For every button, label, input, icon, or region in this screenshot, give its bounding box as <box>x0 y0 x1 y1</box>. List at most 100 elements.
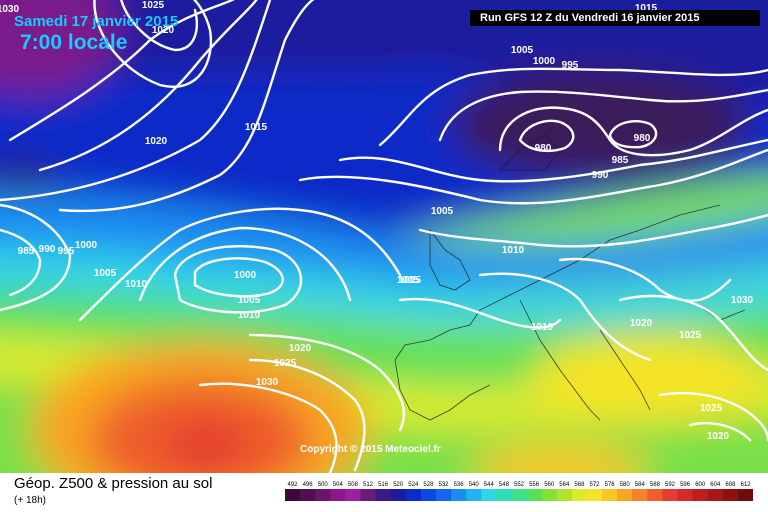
legend-footer: Géop. Z500 & pression au sol (+ 18h) 492… <box>0 473 768 512</box>
scale-swatch <box>737 489 753 501</box>
isobar-label: 1000 <box>75 240 98 251</box>
scale-swatch <box>556 489 573 501</box>
scale-label: 516 <box>378 482 389 488</box>
isobars <box>0 0 768 473</box>
isobar-label: 980 <box>535 143 552 154</box>
scale-label: 572 <box>589 482 600 488</box>
isobar-label: 1015 <box>245 122 268 133</box>
scale-label: 492 <box>287 482 298 488</box>
map-canvas: 1025 1030 1020 1015 1020 1005 1000 995 1… <box>0 0 768 473</box>
isobar-label: 1005 <box>431 206 454 217</box>
scale-label: 580 <box>620 482 631 488</box>
isobar-label: 1005 <box>238 295 261 306</box>
scale-label: 560 <box>544 482 555 488</box>
scale-label: 532 <box>438 482 449 488</box>
scale-label: 520 <box>393 482 404 488</box>
isobar-label: 1010 <box>125 279 148 290</box>
color-scale: 492 496 500 504 508 512 516 520 524 528 532 536 540 5… <box>285 482 753 501</box>
scale-label: 528 <box>423 482 434 488</box>
isobar-label: 1020 <box>707 431 730 442</box>
scale-label: 608 <box>725 482 736 488</box>
scale-swatch <box>602 489 618 501</box>
scale-swatch <box>360 489 377 501</box>
isobar-label: 985 <box>612 155 629 166</box>
scale-swatch <box>662 489 678 501</box>
scale-swatch <box>451 489 467 501</box>
forecast-time: 7:00 locale <box>20 31 128 54</box>
isobar-label: 1010 <box>502 245 525 256</box>
isobar-label: 1000 <box>234 270 257 281</box>
scale-label: 552 <box>514 482 525 488</box>
isobar-label: 1015 <box>397 275 420 286</box>
scale-swatch <box>722 489 739 501</box>
scale-swatch <box>571 489 588 501</box>
scale-swatch <box>420 489 437 501</box>
scale-swatch <box>511 489 528 501</box>
scale-swatch <box>541 489 558 501</box>
scale-label: 604 <box>710 482 721 488</box>
forecast-offset: (+ 18h) <box>14 495 46 506</box>
scale-swatch <box>315 489 331 501</box>
scale-swatch <box>632 489 648 501</box>
scale-swatch <box>707 489 724 501</box>
isobar-label: 980 <box>634 133 651 144</box>
scale-label: 544 <box>484 482 495 488</box>
isobar-label: 1030 <box>0 4 20 15</box>
scale-label: 588 <box>650 482 661 488</box>
isobar-labels: 1025 1030 1020 1015 1020 1005 1000 995 1… <box>0 0 754 442</box>
isobar-label: 1005 <box>94 268 117 279</box>
isobar-label: 1025 <box>274 358 297 369</box>
isobar-label: 1025 <box>700 403 723 414</box>
scale-label: 548 <box>499 482 510 488</box>
isobar-label: 990 <box>39 244 56 255</box>
scale-label: 564 <box>559 482 570 488</box>
scale-swatch <box>526 489 543 501</box>
scale-swatch <box>677 489 694 501</box>
isobar-label: 1010 <box>238 310 261 321</box>
isobar-label: 1025 <box>142 0 165 11</box>
scale-label: 496 <box>303 482 314 488</box>
model-run-label: Run GFS 12 Z du Vendredi 16 janvier 2015 <box>470 10 760 26</box>
scale-swatch <box>436 489 452 501</box>
isobar-label: 995 <box>562 60 579 71</box>
scale-label: 524 <box>408 482 419 488</box>
scale-swatch <box>586 489 603 501</box>
scale-swatch <box>617 489 633 501</box>
scale-label: 596 <box>680 482 691 488</box>
scale-swatch <box>285 489 301 501</box>
isobar-label: 1020 <box>145 136 168 147</box>
isobar-label: 1030 <box>256 377 279 388</box>
isobar-label: 1015 <box>635 3 658 14</box>
scale-label: 536 <box>454 482 465 488</box>
isobar-label: 1000 <box>533 56 556 67</box>
isobar-label: 1010 <box>531 322 554 333</box>
scale-label: 576 <box>605 482 616 488</box>
isobar-label: 1005 <box>511 45 534 56</box>
isobar-label: 985 <box>18 246 35 257</box>
isobar-label: 1025 <box>679 330 702 341</box>
weather-map: 1025 1030 1020 1015 1020 1005 1000 995 1… <box>0 0 768 473</box>
scale-swatch <box>466 489 482 501</box>
scale-label: 508 <box>348 482 359 488</box>
isobar-label: 1030 <box>731 295 754 306</box>
scale-label: 540 <box>469 482 480 488</box>
scale-swatch <box>405 489 422 501</box>
isobar-label: 990 <box>592 170 609 181</box>
scale-swatch <box>692 489 709 501</box>
isobar-label: 995 <box>58 246 75 257</box>
scale-swatch <box>647 489 663 501</box>
isobar-label: 1020 <box>289 343 312 354</box>
scale-label: 556 <box>529 482 540 488</box>
copyright-notice: Copyright © 2015 Meteociel.fr <box>300 444 441 455</box>
map-title: Géop. Z500 & pression au sol <box>14 475 213 492</box>
isobar-label: 1015 <box>399 275 422 286</box>
scale-label: 600 <box>695 482 706 488</box>
scale-swatch <box>375 489 392 501</box>
forecast-date: Samedi 17 janvier 2015 <box>14 13 179 30</box>
scale-swatch <box>496 489 512 501</box>
scale-label: 612 <box>740 482 751 488</box>
scale-swatch <box>390 489 407 501</box>
scale-swatch <box>345 489 361 501</box>
scale-swatch <box>481 489 497 501</box>
scale-label: 592 <box>665 482 676 488</box>
